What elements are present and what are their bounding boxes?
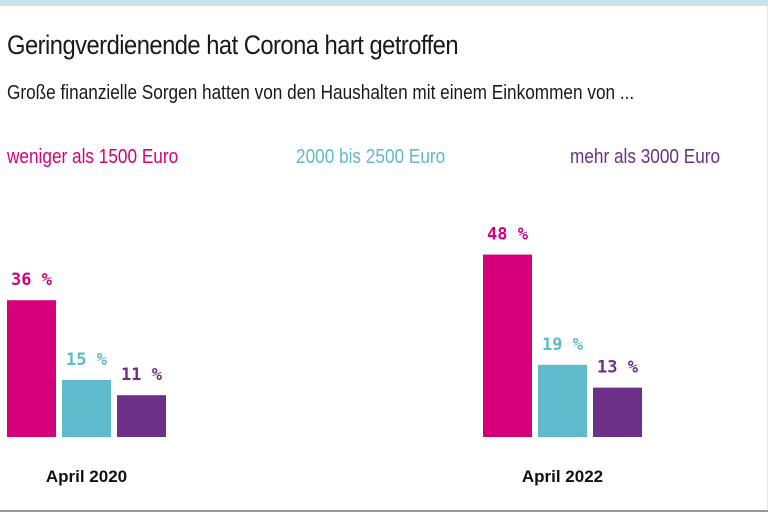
bar-april-2022-series-2: [538, 364, 587, 437]
bar-april-2020-series-3: [117, 395, 166, 437]
chart-title: Geringverdienende hat Corona hart getrof…: [7, 30, 459, 60]
value-labels-layer: 36 % 15 % 11 % 48 % 19 % 13 %: [11, 225, 639, 386]
category-label: April 2022: [522, 467, 603, 486]
value-label: 13 %: [597, 358, 639, 378]
legend-item-mid-income: 2000 bis 2500 Euro: [296, 146, 446, 168]
value-label: 19 %: [542, 335, 584, 355]
value-label: 36 %: [11, 270, 53, 290]
value-label: 15 %: [66, 350, 108, 370]
bar-april-2022-series-1: [483, 254, 532, 437]
category-label: April 2020: [46, 467, 127, 486]
top-accent-bar: [0, 0, 768, 6]
legend-item-low-income: weniger als 1500 Euro: [7, 146, 179, 168]
bottom-rule: [0, 510, 768, 512]
bar-april-2020-series-1: [7, 300, 56, 437]
bar-april-2020-series-2: [62, 380, 111, 437]
value-label: 11 %: [121, 365, 163, 385]
chart-subtitle: Große finanzielle Sorgen hatten von den …: [7, 82, 635, 104]
bar-april-2022-series-3: [593, 387, 642, 437]
legend-item-high-income: mehr als 3000 Euro: [570, 146, 721, 168]
bars-layer: [7, 254, 642, 437]
value-label: 48 %: [487, 225, 529, 245]
group-labels-layer: April 2020 April 2022: [46, 467, 603, 486]
